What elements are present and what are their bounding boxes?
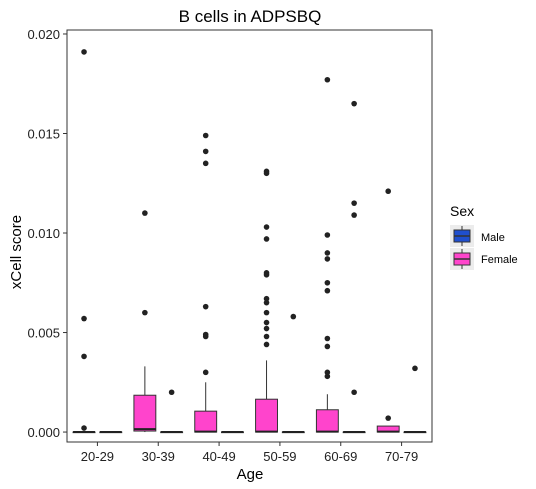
female-outlier-point [263,341,270,348]
female-outlier-point [324,335,331,342]
y-axis-label: xCell score [8,215,25,289]
female-outlier-point [263,236,270,242]
female-outlier-point [324,343,331,350]
male-outlier-point [351,389,357,396]
male-outlier-point [351,200,357,206]
female-outlier-point [81,353,87,360]
legend-label-male: Male [481,232,505,244]
female-outlier-point [142,210,148,216]
x-tick-label: 50-59 [263,449,296,464]
box-marks [72,49,427,434]
x-tick-label: 30-39 [142,449,175,464]
legend-label-female: Female [481,254,518,266]
x-tick-label: 60-69 [324,449,357,464]
female-outlier-point [202,160,209,167]
x-axis: 20-29 30-39 40-49 50-59 60-69 70-79 [81,442,418,464]
female-outlier-point [202,333,209,340]
female-outlier-point [385,188,392,195]
x-tick-label: 20-29 [81,449,114,464]
female-box [194,410,218,433]
female-outlier-point [385,415,392,421]
female-outlier-point [324,373,331,380]
female-outlier-point [324,256,331,262]
female-outlier-point [324,76,331,83]
female-outlier-point [324,369,331,376]
female-outlier-point [81,49,87,55]
female-outlier-point [263,299,270,306]
female-outlier-point [81,315,87,322]
female-outlier-point [324,232,331,238]
x-axis-label: Age [237,466,264,483]
female-outlier-point [142,309,148,316]
y-tick-label: 0.010 [27,226,60,241]
y-tick-label: 0.005 [27,326,60,341]
female-outlier-point [324,250,331,256]
y-tick-label: 0.020 [27,27,60,42]
female-outlier-point [202,369,209,376]
female-outlier-point [263,272,270,278]
male-outlier-point [168,389,175,396]
male-outlier-point [412,365,418,372]
female-outlier-point [263,333,270,340]
chart-title: B cells in ADPSBQ [179,7,322,26]
legend-title: Sex [450,203,474,219]
female-outlier-point [263,170,270,177]
legend: Sex Male Female [450,203,518,270]
male-outlier-point [351,212,357,218]
legend-keys [450,225,474,270]
female-outlier-point [263,295,270,302]
male-outlier-point [290,313,297,320]
y-axis: 0.000 0.005 0.010 0.015 0.020 [27,27,67,440]
female-outlier-point [263,309,270,316]
female-outlier-point [202,148,209,155]
y-tick-label: 0.000 [27,425,60,440]
female-outlier-point [324,287,331,294]
female-outlier-point [202,132,209,139]
female-outlier-point [202,303,209,310]
y-tick-label: 0.015 [27,126,60,141]
plot-panel [66,29,433,443]
female-outlier-point [81,425,87,431]
female-outlier-point [324,279,331,286]
male-outlier-point [351,100,357,107]
female-outlier-point [263,325,270,332]
female-box [133,394,157,432]
female-outlier-point [263,224,270,230]
female-outlier-point [263,319,270,326]
female-box [315,409,339,433]
female-box [255,398,278,433]
x-tick-label: 70-79 [385,449,418,464]
x-tick-label: 40-49 [202,449,235,464]
